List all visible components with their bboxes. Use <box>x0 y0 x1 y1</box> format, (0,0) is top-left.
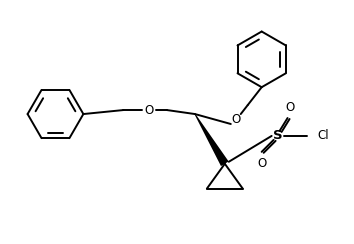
Text: O: O <box>144 103 154 117</box>
Polygon shape <box>194 114 229 166</box>
Text: S: S <box>273 129 282 142</box>
Text: O: O <box>285 101 294 114</box>
Text: Cl: Cl <box>318 129 329 142</box>
Text: O: O <box>257 157 266 170</box>
Text: O: O <box>231 112 240 125</box>
